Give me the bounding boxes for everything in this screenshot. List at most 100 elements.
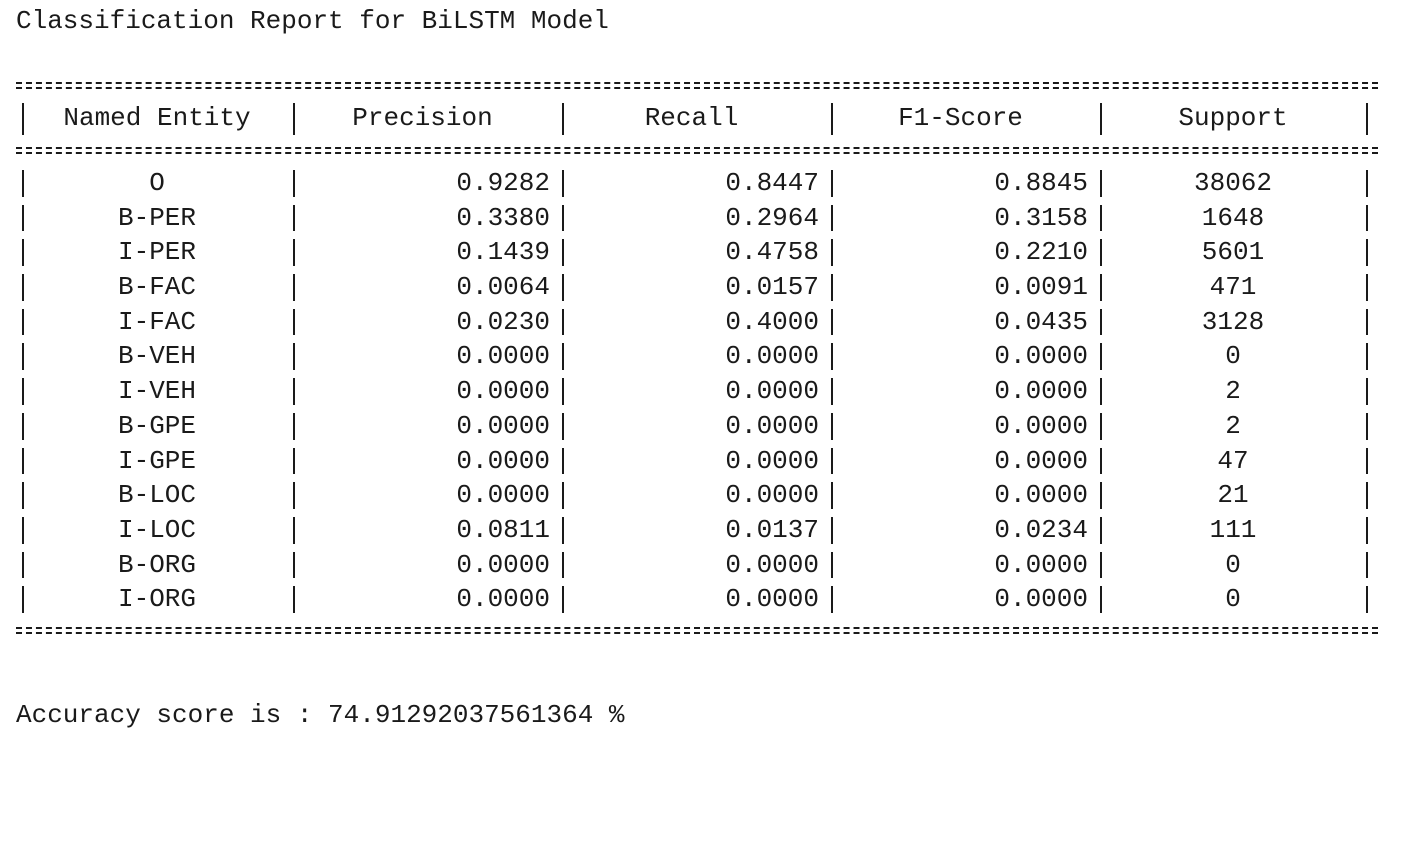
column-divider: [831, 378, 833, 405]
precision-cell: 0.0811: [456, 514, 550, 545]
f1-score-cell: 0.0000: [994, 410, 1088, 441]
column-divider: [22, 412, 24, 440]
table-row: I-ORG 0.0000 0.0000 0.0000 0: [16, 582, 1378, 617]
precision-cell: 0.1439: [456, 237, 550, 268]
recall-cell: 0.2964: [725, 202, 819, 233]
column-divider: [1366, 378, 1368, 405]
f1-score-cell: 0.0000: [994, 584, 1088, 615]
recall-cell: 0.0000: [725, 376, 819, 407]
column-divider: [562, 239, 564, 267]
column-divider: [562, 447, 564, 475]
entity-cell: I-FAC: [117, 306, 196, 337]
column-divider: [1100, 103, 1102, 135]
column-divider: [1100, 239, 1102, 267]
table-row: I-GPE 0.0000 0.0000 0.0000 47: [16, 444, 1378, 479]
table-row: B-LOC 0.0000 0.0000 0.0000 21: [16, 478, 1378, 513]
column-divider: [22, 516, 24, 544]
precision-cell: 0.0230: [456, 306, 550, 337]
precision-cell: 0.0000: [456, 341, 550, 372]
support-cell: 111: [1209, 514, 1257, 545]
column-divider: [293, 378, 295, 405]
column-divider: [831, 482, 833, 509]
table-row: I-VEH 0.0000 0.0000 0.0000 2: [16, 374, 1378, 409]
precision-cell: 0.0000: [456, 480, 550, 511]
column-divider: [831, 204, 833, 232]
recall-cell: 0.0000: [725, 410, 819, 441]
column-divider: [1366, 412, 1368, 440]
entity-cell: B-GPE: [117, 410, 196, 441]
column-divider: [22, 170, 24, 197]
column-divider: [562, 412, 564, 440]
table-row: I-LOC 0.0811 0.0137 0.0234 111: [16, 513, 1378, 548]
f1-score-cell: 0.3158: [994, 202, 1088, 233]
header-f1-score: F1-Score: [898, 103, 1023, 133]
entity-cell: B-LOC: [117, 480, 196, 511]
table-row: B-VEH 0.0000 0.0000 0.0000 0: [16, 339, 1378, 374]
column-divider: [562, 274, 564, 301]
entity-cell: I-VEH: [117, 376, 196, 407]
column-divider: [293, 586, 295, 613]
support-cell: 5601: [1201, 237, 1265, 268]
bottom-separator: [16, 626, 1378, 634]
column-divider: [22, 378, 24, 405]
column-divider: [22, 239, 24, 267]
column-divider: [831, 586, 833, 613]
column-divider: [22, 343, 24, 371]
column-divider: [1366, 447, 1368, 475]
column-divider: [562, 103, 564, 135]
column-divider: [1100, 378, 1102, 405]
entity-cell: I-PER: [117, 237, 196, 268]
column-divider: [1366, 204, 1368, 232]
column-divider: [1100, 308, 1102, 336]
column-divider: [1366, 482, 1368, 509]
classification-report-table: Named Entity Precision Recall F1-Score S…: [16, 78, 1378, 634]
f1-score-cell: 0.2210: [994, 237, 1088, 268]
column-divider: [22, 447, 24, 475]
entity-cell: B-FAC: [117, 272, 196, 303]
column-divider: [1100, 447, 1102, 475]
column-divider: [293, 274, 295, 301]
column-divider: [293, 482, 295, 509]
column-divider: [1100, 482, 1102, 509]
column-divider: [1366, 586, 1368, 613]
column-divider: [831, 412, 833, 440]
support-cell: 3128: [1201, 306, 1265, 337]
column-divider: [293, 239, 295, 267]
table-row: B-PER 0.3380 0.2964 0.3158 1648: [16, 201, 1378, 236]
column-divider: [1100, 586, 1102, 613]
column-divider: [562, 551, 564, 579]
column-divider: [22, 308, 24, 336]
column-divider: [293, 343, 295, 371]
recall-cell: 0.4000: [725, 306, 819, 337]
recall-cell: 0.4758: [725, 237, 819, 268]
support-cell: 21: [1217, 480, 1249, 511]
table-row: O 0.9282 0.8447 0.8845 38062: [16, 166, 1378, 201]
precision-cell: 0.0064: [456, 272, 550, 303]
column-divider: [831, 239, 833, 267]
report-title: Classification Report for BiLSTM Model: [16, 6, 609, 36]
column-divider: [1100, 551, 1102, 579]
column-divider: [1100, 170, 1102, 197]
column-divider: [831, 170, 833, 197]
recall-cell: 0.8447: [725, 168, 819, 198]
column-divider: [1366, 516, 1368, 544]
column-divider: [562, 170, 564, 197]
column-divider: [562, 378, 564, 405]
recall-cell: 0.0157: [725, 272, 819, 303]
column-divider: [562, 586, 564, 613]
column-divider: [22, 204, 24, 232]
column-divider: [1100, 412, 1102, 440]
header-precision: Precision: [352, 103, 493, 133]
f1-score-cell: 0.0000: [994, 549, 1088, 580]
header-support: Support: [1178, 103, 1288, 133]
header-separator: [16, 147, 1378, 154]
column-divider: [22, 551, 24, 579]
table-row: I-PER 0.1439 0.4758 0.2210 5601: [16, 235, 1378, 270]
column-divider: [293, 447, 295, 475]
recall-cell: 0.0000: [725, 480, 819, 511]
column-divider: [831, 308, 833, 336]
recall-cell: 0.0000: [725, 341, 819, 372]
column-divider: [293, 170, 295, 197]
column-divider: [1366, 170, 1368, 197]
f1-score-cell: 0.0091: [994, 272, 1088, 303]
